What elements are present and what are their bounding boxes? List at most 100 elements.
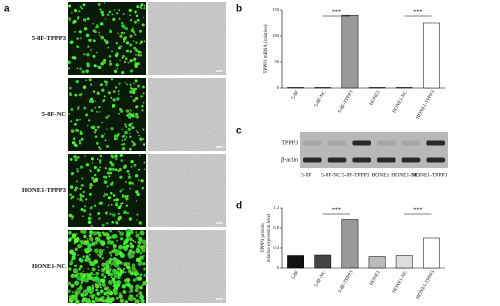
cell [124,138,127,141]
cell [85,255,89,259]
cell [68,112,70,115]
cell [131,88,136,92]
cell [110,254,113,257]
cell [108,175,111,178]
cell [112,17,116,22]
cell [103,291,108,296]
cell [112,257,117,262]
cell [85,33,90,38]
cell [111,249,115,253]
cell [107,280,113,285]
cell [135,14,139,18]
cell [116,239,118,242]
cell [95,271,99,276]
cell [98,34,101,37]
cell [93,131,97,134]
cell [143,273,147,277]
cell [69,42,71,44]
blot-band [303,140,322,146]
cell [129,43,133,47]
cell [96,158,99,160]
cell [143,267,146,271]
cell [95,240,98,243]
cell [94,177,99,182]
cell [134,299,140,305]
cell [135,190,139,194]
blot-band [303,157,322,163]
cell [142,128,145,131]
significance-label: *** [413,207,422,213]
cell [141,104,144,108]
cell [124,130,128,135]
cell [140,4,143,7]
cell [86,274,92,280]
cell [90,125,94,130]
cell [100,10,104,14]
cell [126,265,130,270]
cell [130,165,133,168]
cell [113,285,119,290]
cell [112,194,116,197]
cell [81,7,83,10]
cell [76,273,79,276]
cell [90,224,93,227]
cell [98,233,102,238]
bar [287,87,304,89]
cell [106,246,109,248]
cell [134,33,137,36]
panel-label: d [236,201,242,212]
cell [75,118,79,122]
cell [123,32,126,34]
cell [77,17,80,20]
cell [72,268,78,274]
cell [86,53,90,57]
cell [79,187,82,190]
cell [138,261,143,266]
cell [68,231,72,235]
cell [113,271,116,274]
cell [119,107,122,111]
cell [129,147,132,151]
cell [92,262,96,266]
cell [79,265,83,269]
cell [94,106,97,109]
cell [132,297,136,301]
cell [126,231,131,237]
cell [73,294,78,299]
cell [101,257,104,260]
cell [103,193,107,196]
cell [127,175,132,179]
cell [121,146,126,151]
cell [123,210,127,215]
cell [93,165,97,170]
cell [99,166,101,169]
x-tick-label: HONE1-NC [392,89,409,114]
cell [124,123,127,126]
blot-band [327,157,347,163]
cell [132,99,136,103]
bar [395,255,413,269]
panel-label: a [4,4,10,15]
cell [110,96,113,99]
cell [103,195,105,198]
cell [91,267,96,272]
cell [106,296,111,302]
cell [139,255,144,261]
cell [112,213,116,217]
cell [128,217,133,221]
cell [120,263,123,265]
cell [115,12,119,15]
cell [81,70,85,74]
cell [89,213,92,216]
cell [83,289,89,294]
significance-label: *** [332,9,341,15]
cell [104,211,108,215]
x-tick-label: 5-8F-NC [314,269,328,288]
cell [79,37,82,40]
cell [119,153,123,157]
cell [68,298,74,304]
cell [101,273,105,277]
cell [113,198,116,202]
cell [82,190,86,194]
